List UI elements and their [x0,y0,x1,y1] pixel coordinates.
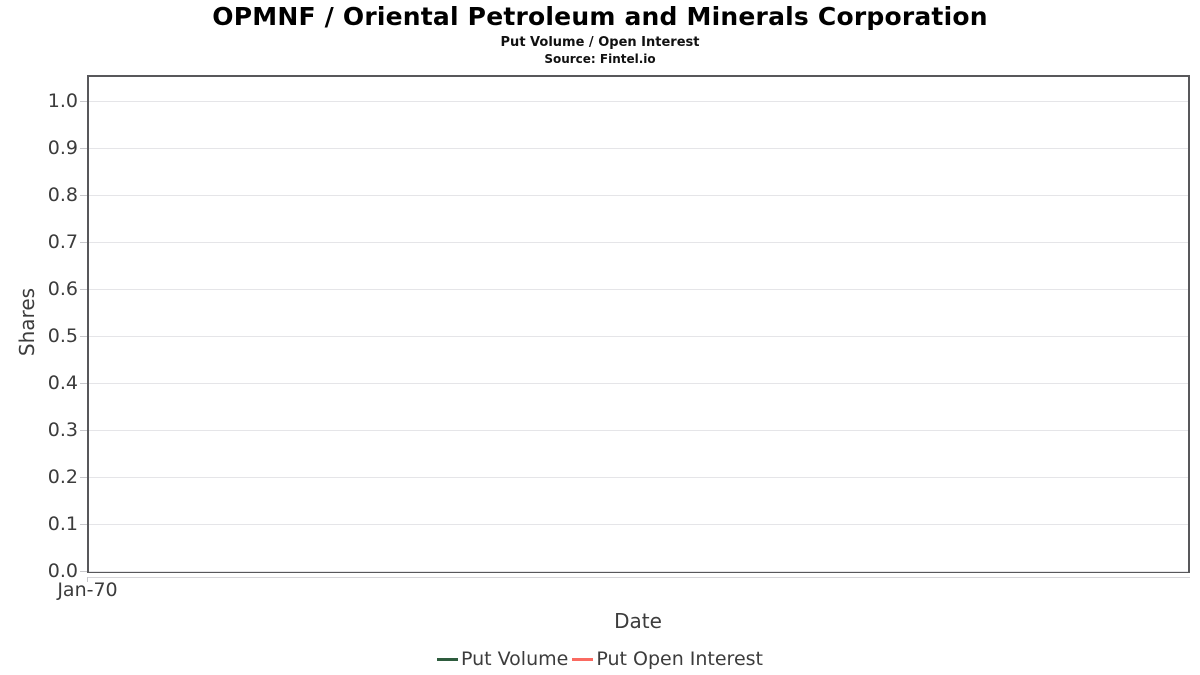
gridline [89,336,1188,337]
y-tick-label: 0.4 [47,372,78,394]
gridline [89,101,1188,102]
gridline [89,289,1188,290]
gridline [89,571,1188,572]
chart-source: Source: Fintel.io [544,52,656,66]
legend-label: Put Volume [461,648,569,670]
plot-area [87,75,1190,573]
y-tick-mark [80,571,87,572]
gridline [89,477,1188,478]
chart-subtitle: Put Volume / Open Interest [500,35,700,50]
y-tick-mark [80,148,87,149]
y-tick-label: 0.9 [47,137,78,159]
y-tick-label: 0.3 [47,419,78,441]
y-tick-mark [80,430,87,431]
y-tick-mark [80,524,87,525]
y-tick-mark [80,336,87,337]
x-axis-label: Date [614,609,662,633]
x-axis-line [87,577,1190,578]
y-tick-mark [80,242,87,243]
gridline [89,242,1188,243]
y-tick-mark [80,289,87,290]
y-tick-label: 0.8 [47,184,78,206]
y-tick-label: 1.0 [47,90,78,112]
gridline [89,148,1188,149]
chart-title: OPMNF / Oriental Petroleum and Minerals … [212,2,988,31]
y-tick-mark [80,383,87,384]
put-open-interest-line-swatch [572,657,594,661]
y-tick-mark [80,195,87,196]
y-tick-mark [80,477,87,478]
y-tick-label: 0.1 [47,513,78,535]
y-tick-label: 0.2 [47,466,78,488]
legend: Put Volume Put Open Interest [0,648,1200,670]
y-tick-label: 0.0 [47,560,78,582]
y-tick-label: 0.5 [47,325,78,347]
gridline [89,195,1188,196]
x-tick-mark [87,577,88,582]
legend-item-put-volume: Put Volume [437,648,568,670]
x-tick-label: Jan-70 [57,579,118,601]
gridline [89,430,1188,431]
y-tick-mark [80,101,87,102]
legend-item-put-open-interest: Put Open Interest [572,648,763,670]
gridline [89,524,1188,525]
y-tick-label: 0.6 [47,278,78,300]
legend-label: Put Open Interest [596,648,763,670]
y-tick-label: 0.7 [47,231,78,253]
put-volume-line-swatch [437,657,458,661]
gridline [89,383,1188,384]
